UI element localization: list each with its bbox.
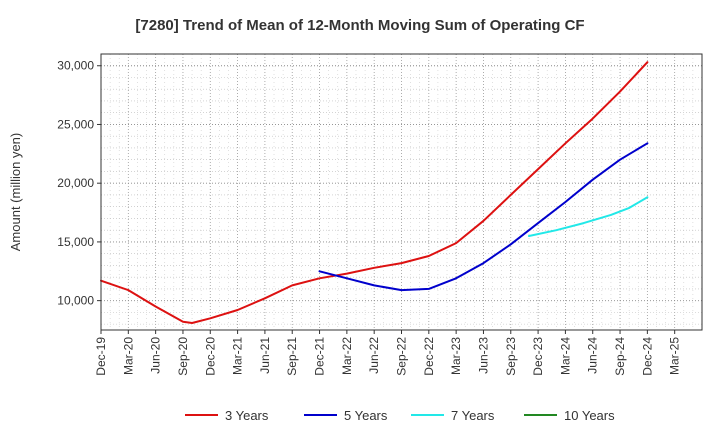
- legend-label: 3 Years: [225, 408, 269, 423]
- series-line-7-years: [528, 196, 649, 237]
- legend-label: 10 Years: [564, 408, 615, 423]
- x-tick-label: Mar-20: [121, 337, 135, 375]
- series-line-5-years: [318, 142, 649, 292]
- x-tick-label: Mar-21: [231, 337, 245, 375]
- y-axis-label: Amount (million yen): [8, 133, 23, 252]
- x-tick-label: Dec-24: [640, 337, 654, 376]
- x-tick-label: Mar-23: [449, 337, 463, 375]
- grid-layer: [100, 53, 703, 330]
- legend-label: 7 Years: [451, 408, 495, 423]
- x-tick-label: Jun-21: [258, 337, 272, 374]
- x-tick-label: Dec-22: [422, 337, 436, 376]
- x-tick-label: Jun-20: [149, 337, 163, 374]
- x-tick-label: Dec-23: [531, 337, 545, 376]
- y-tick-label: 15,000: [57, 235, 94, 249]
- x-tick-label: Mar-24: [558, 337, 572, 375]
- x-tick-label: Mar-25: [668, 337, 682, 375]
- y-tick-label: 30,000: [57, 59, 94, 73]
- legend-label: 5 Years: [344, 408, 388, 423]
- y-tick-label: 25,000: [57, 117, 94, 131]
- x-tick-label: Sep-24: [613, 337, 627, 376]
- y-tick-label: 20,000: [57, 176, 94, 190]
- x-tick-label: Sep-20: [176, 337, 190, 376]
- chart-title: [7280] Trend of Mean of 12-Month Moving …: [135, 17, 584, 34]
- legend: 3 Years 5 Years 7 Years 10 Years: [185, 408, 615, 423]
- x-tick-label: Mar-22: [340, 337, 354, 375]
- x-tick-label: Sep-23: [504, 337, 518, 376]
- x-tick-label: Jun-22: [367, 337, 381, 374]
- x-tick-label: Sep-21: [285, 337, 299, 376]
- x-tick-label: Jun-23: [476, 337, 490, 374]
- x-tick-label: Dec-19: [94, 337, 108, 376]
- x-tick-label: Sep-22: [395, 337, 409, 376]
- x-tick-label: Dec-20: [203, 337, 217, 376]
- series-line-3-years: [100, 61, 649, 324]
- x-tick-label: Jun-24: [586, 337, 600, 374]
- x-tick-label: Dec-21: [313, 337, 327, 376]
- y-tick-label: 10,000: [57, 294, 94, 308]
- y-tick-labels: 10,000 15,000 20,000 25,000 30,000: [57, 59, 101, 308]
- x-tick-labels: Dec-19 Mar-20 Jun-20 Sep-20 Dec-20 Mar-21 Jun-…: [94, 330, 682, 376]
- series-layer: [100, 61, 649, 324]
